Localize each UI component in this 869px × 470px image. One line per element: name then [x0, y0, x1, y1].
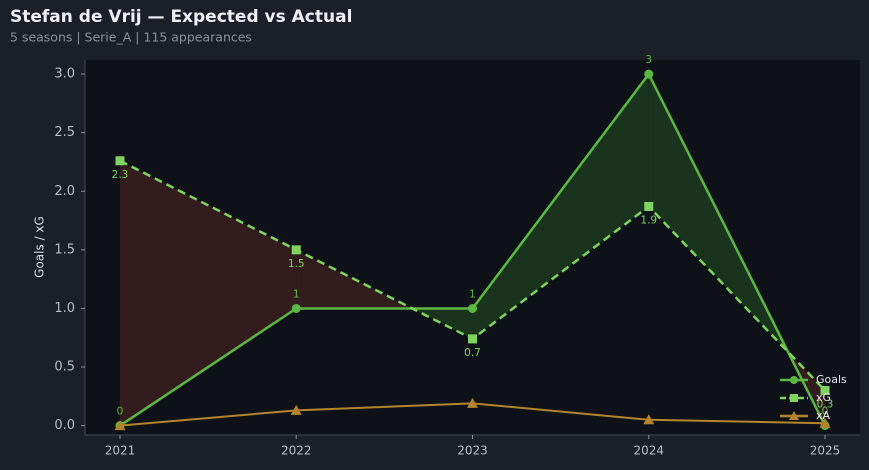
- value-label: 2.3: [112, 169, 129, 181]
- x-tick-label: 2023: [457, 444, 488, 458]
- y-tick-label: 2.0: [54, 184, 75, 199]
- value-label: 1.5: [288, 258, 305, 270]
- y-axis-label: Goals / xG: [33, 216, 47, 278]
- point: [789, 411, 799, 420]
- y-tick-label: 1.5: [54, 242, 75, 257]
- x-tick-label: 2024: [633, 444, 664, 458]
- x-tick-label: 2022: [281, 444, 312, 458]
- fill-area: [472, 74, 649, 339]
- point: [291, 245, 301, 255]
- y-tick-label: 0.0: [54, 418, 75, 433]
- y-tick-label: 2.5: [54, 125, 75, 140]
- fill-area: [296, 249, 413, 309]
- point: [115, 156, 125, 166]
- point: [819, 417, 831, 428]
- point: [290, 404, 302, 415]
- point: [114, 420, 126, 431]
- value-label: 1.9: [640, 214, 657, 226]
- point: [820, 385, 830, 395]
- point: [790, 376, 798, 384]
- fill-area: [120, 160, 297, 426]
- value-label: 3: [645, 54, 652, 66]
- value-label: 1: [469, 288, 476, 300]
- y-tick-label: 3.0: [54, 67, 75, 82]
- x-tick-label: 2021: [105, 444, 136, 458]
- point: [468, 334, 477, 344]
- legend-label: Goals: [816, 373, 847, 386]
- value-label: 0.7: [464, 347, 481, 359]
- value-label: 0: [822, 406, 829, 418]
- value-label: 0: [117, 406, 124, 418]
- point: [467, 397, 478, 408]
- point: [291, 303, 301, 313]
- chart-title: Stefan de Vrij — Expected vs Actual: [10, 7, 352, 27]
- point: [644, 69, 654, 79]
- point: [644, 201, 654, 211]
- value-label: 1: [293, 288, 300, 300]
- legend-label: xA: [816, 409, 831, 422]
- point: [643, 414, 655, 425]
- y-tick-label: 1.0: [54, 301, 75, 316]
- legend-label: xG: [816, 391, 831, 404]
- point: [790, 394, 798, 402]
- chart-subtitle: 5 seasons | Serie_A | 115 appearances: [10, 30, 252, 45]
- value-label: 0.3: [817, 398, 834, 410]
- y-tick-label: 0.5: [54, 360, 75, 375]
- x-tick-label: 2025: [810, 444, 841, 458]
- point: [468, 303, 477, 313]
